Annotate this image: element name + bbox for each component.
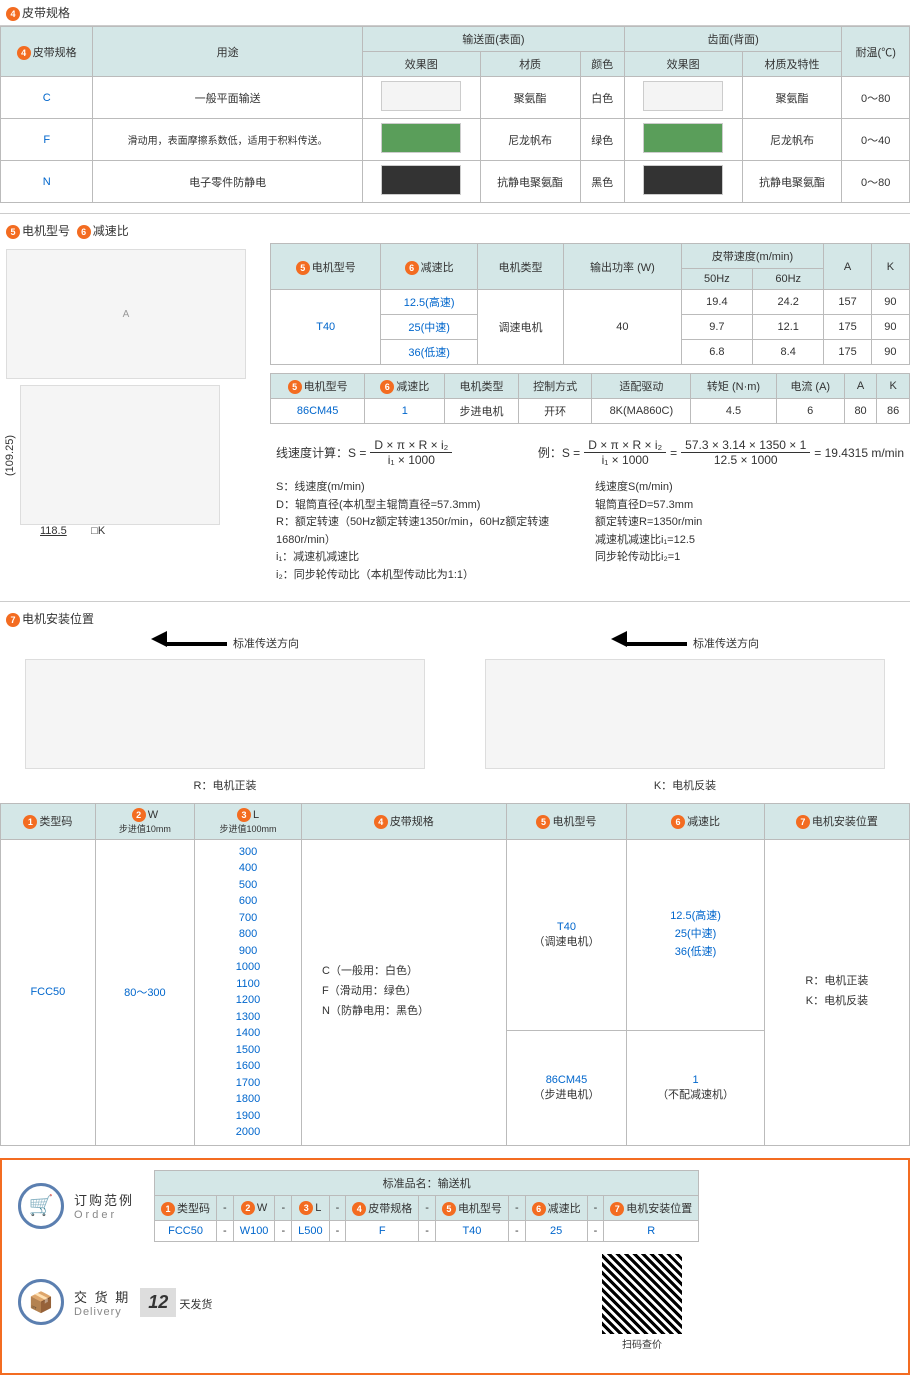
motor-table-1: 5电机型号 6减速比 电机类型 输出功率 (W) 皮带速度(m/min) A K…: [270, 243, 910, 365]
order-label: 订购范例 Order: [74, 1190, 134, 1221]
r-label: R：电机正装: [25, 777, 425, 793]
belt-img: [381, 123, 461, 153]
dim-left: (109.25): [0, 431, 20, 480]
table-row: 86CM45 1 步进电机 开环 8K(MA860C) 4.5 6 80 86: [271, 399, 910, 424]
table-row: F 滑动用，表面摩擦系数低，适用于积料传送。 尼龙帆布 绿色 尼龙帆布 0～40: [1, 119, 910, 161]
belt-img: [643, 165, 723, 195]
qr-block: 扫码查价: [602, 1254, 682, 1351]
belt-img: [643, 81, 723, 111]
formula-notes: S：线速度(m/min)D：辊筒直径(本机型主辊筒直径=57.3mm)R：额定转…: [270, 473, 910, 591]
table-row: N 电子零件防静电 抗静电聚氨酯 黑色 抗静电聚氨酯 0～80: [1, 161, 910, 203]
table-row: T40 12.5(高速) 调速电机 40 19.4 24.2 157 90: [271, 290, 910, 315]
badge-4: 4: [6, 7, 20, 21]
section-install: 7电机安装位置 标准传送方向 R：电机正装 标准传送方向 K：电机反装: [0, 601, 910, 793]
section-belt-spec: 4皮带规格 4皮带规格 用途 输送面(表面) 齿面(背面) 耐温(℃) 效果图 …: [0, 0, 910, 203]
install-diagram-k: [485, 659, 885, 769]
direction-arrow: 标准传送方向: [485, 631, 885, 651]
belt-img: [381, 81, 461, 111]
delivery-label: 交 货 期 Delivery: [74, 1287, 130, 1318]
section-selection: 1类型码 2W步进值10mm 3L步进值100mm 4皮带规格 5电机型号 6减…: [0, 803, 910, 1146]
order-table: 标准品名：输送机 1类型码-2W-3L-4皮带规格-5电机型号-6减速比-7电机…: [154, 1170, 699, 1242]
belt-img: [381, 165, 461, 195]
motor-diagram-top: A: [6, 249, 246, 379]
dim-bottom: 118.5: [40, 525, 67, 537]
table-row: FCC50 80～300 300400500600700800900100011…: [1, 839, 910, 1030]
table-row: C 一般平面输送 聚氨酯 白色 聚氨酯 0～80: [1, 77, 910, 119]
motor-table-2: 5电机型号 6减速比 电机类型 控制方式 适配驱动 转矩 (N·m) 电流 (A…: [270, 373, 910, 424]
delivery-days: 12 天发货: [140, 1288, 212, 1317]
order-box: 🛒 订购范例 Order 标准品名：输送机 1类型码-2W-3L-4皮带规格-5…: [0, 1158, 910, 1375]
install-diagram-r: [25, 659, 425, 769]
dim-k: □K: [91, 525, 105, 537]
sec4-title-text: 皮带规格: [22, 6, 70, 20]
k-label: K：电机反装: [485, 777, 885, 793]
selection-table: 1类型码 2W步进值10mm 3L步进值100mm 4皮带规格 5电机型号 6减…: [0, 803, 910, 1146]
cart-icon: 🛒: [18, 1183, 64, 1229]
sec7-title: 7电机安装位置: [0, 606, 910, 631]
delivery-icon: 📦: [18, 1279, 64, 1325]
formula-row: 线速度计算：S = D × π × R × i₂ i₁ × 1000 例：S =…: [270, 432, 910, 473]
belt-img: [643, 123, 723, 153]
direction-arrow: 标准传送方向: [25, 631, 425, 651]
section-motor: 5电机型号 6减速比 A (109.25) 118.5 □K 5电机型号 6减速…: [0, 213, 910, 591]
motor-diagram-bottom: [20, 385, 220, 525]
sec4-title: 4皮带规格: [0, 0, 910, 26]
belt-spec-table: 4皮带规格 用途 输送面(表面) 齿面(背面) 耐温(℃) 效果图 材质 颜色 …: [0, 26, 910, 203]
sec56-title: 5电机型号 6减速比: [0, 218, 910, 243]
